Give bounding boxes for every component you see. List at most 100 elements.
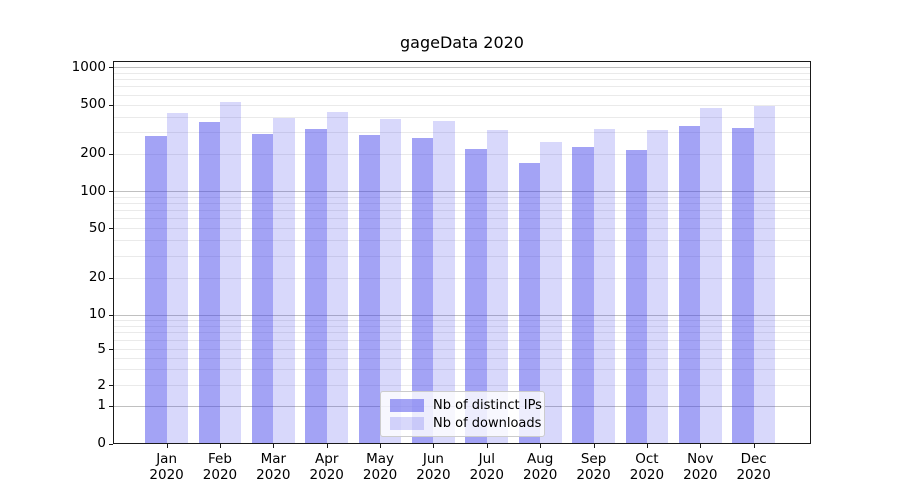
y-tick-mark <box>109 67 113 68</box>
minor-gridline <box>114 104 810 106</box>
bar-downloads <box>753 105 776 444</box>
minor-gridline <box>114 228 810 229</box>
minor-gridline <box>114 240 810 242</box>
legend-label-downloads: Nb of downloads <box>433 415 542 431</box>
y-tick-label: 200 <box>80 145 106 162</box>
y-tick-label: 10 <box>88 306 106 322</box>
x-tick-label: Jun 2020 <box>416 451 451 483</box>
x-tick-label: Jan 2020 <box>149 451 184 483</box>
bar-distinct-ips <box>625 149 647 444</box>
x-tick-label: Aug 2020 <box>523 451 558 483</box>
minor-gridline <box>114 277 810 279</box>
x-tick-mark <box>753 443 755 448</box>
x-tick-label: Feb 2020 <box>202 451 238 483</box>
x-tick-mark <box>273 443 275 448</box>
bar-distinct-ips <box>198 122 220 444</box>
x-tick-mark <box>646 443 648 448</box>
y-tick-label: 100 <box>80 182 106 199</box>
bar-distinct-ips <box>572 147 594 444</box>
legend-label-distinct-ips: Nb of distinct IPs <box>433 397 542 413</box>
minor-gridline <box>114 116 810 118</box>
y-tick-mark <box>109 385 113 387</box>
x-tick-mark <box>326 443 328 448</box>
y-tick-label: 20 <box>88 269 106 285</box>
y-tick-mark <box>109 104 113 106</box>
minor-gridline <box>114 349 810 350</box>
x-tick-mark <box>380 443 382 448</box>
x-tick-label: Mar 2020 <box>256 451 291 483</box>
y-tick-label: 5 <box>97 340 106 357</box>
minor-gridline <box>114 369 810 371</box>
bar-distinct-ips <box>145 135 167 444</box>
x-tick-mark <box>700 443 702 448</box>
minor-gridline <box>114 385 810 387</box>
bar-downloads <box>486 130 509 444</box>
x-tick-mark <box>166 443 168 448</box>
x-tick-label: Nov 2020 <box>683 451 718 483</box>
minor-gridline <box>114 210 810 212</box>
y-tick-mark <box>109 228 113 229</box>
minor-gridline <box>114 357 810 359</box>
minor-gridline <box>114 79 810 81</box>
y-tick-mark <box>109 443 113 445</box>
minor-gridline <box>114 131 810 133</box>
x-tick-mark <box>219 443 221 448</box>
major-gridline <box>114 314 810 316</box>
y-tick-mark <box>109 405 113 407</box>
bar-distinct-ips <box>251 133 274 444</box>
minor-gridline <box>114 339 810 341</box>
x-tick-mark <box>433 443 435 448</box>
major-gridline <box>114 191 810 192</box>
minor-gridline <box>114 72 810 74</box>
y-tick-mark <box>109 191 113 192</box>
minor-gridline <box>114 332 810 334</box>
x-tick-mark <box>486 443 488 448</box>
bar-distinct-ips <box>732 127 754 444</box>
x-tick-label: Dec 2020 <box>736 451 771 483</box>
x-tick-label: Jul 2020 <box>469 451 504 483</box>
minor-gridline <box>114 218 810 220</box>
minor-gridline <box>114 94 810 96</box>
bar-downloads <box>593 128 615 444</box>
minor-gridline <box>114 86 810 88</box>
y-tick-label: 2 <box>97 376 106 393</box>
bar-distinct-ips <box>358 134 381 444</box>
bar-downloads <box>273 117 295 444</box>
bar-distinct-ips <box>412 137 434 444</box>
x-tick-mark <box>593 443 595 448</box>
y-tick-label: 500 <box>80 96 106 112</box>
bar-downloads <box>326 111 349 444</box>
x-tick-label: May 2020 <box>362 451 398 483</box>
legend-item-distinct-ips: Nb of distinct IPs <box>390 396 542 414</box>
minor-gridline <box>114 202 810 204</box>
bar-distinct-ips <box>465 148 487 444</box>
bar-distinct-ips <box>305 129 327 444</box>
chart-title: gageData 2020 <box>400 33 524 52</box>
legend-item-downloads: Nb of downloads <box>390 414 541 432</box>
bar-downloads <box>219 101 242 444</box>
y-tick-mark <box>109 349 113 350</box>
bar-downloads <box>380 118 402 444</box>
y-tick-label: 50 <box>88 219 106 236</box>
bar-downloads <box>646 130 669 444</box>
bar-distinct-ips <box>678 126 701 444</box>
legend-swatch-distinct-ips <box>390 398 424 412</box>
y-tick-mark <box>109 314 113 316</box>
bar-downloads <box>540 141 562 444</box>
plot-area <box>113 61 811 444</box>
bar-distinct-ips <box>518 162 541 444</box>
x-tick-label: Oct 2020 <box>629 451 665 483</box>
x-tick-label: Sep 2020 <box>576 451 611 483</box>
minor-gridline <box>114 319 810 321</box>
bar-downloads <box>433 120 455 444</box>
y-tick-label: 1000 <box>71 58 106 75</box>
y-tick-mark <box>109 277 113 279</box>
minor-gridline <box>114 153 810 155</box>
y-tick-label: 0 <box>97 435 106 451</box>
major-gridline <box>114 67 810 68</box>
minor-gridline <box>114 196 810 198</box>
y-tick-label: 1 <box>97 397 106 414</box>
minor-gridline <box>114 325 810 327</box>
bar-downloads <box>700 107 722 444</box>
